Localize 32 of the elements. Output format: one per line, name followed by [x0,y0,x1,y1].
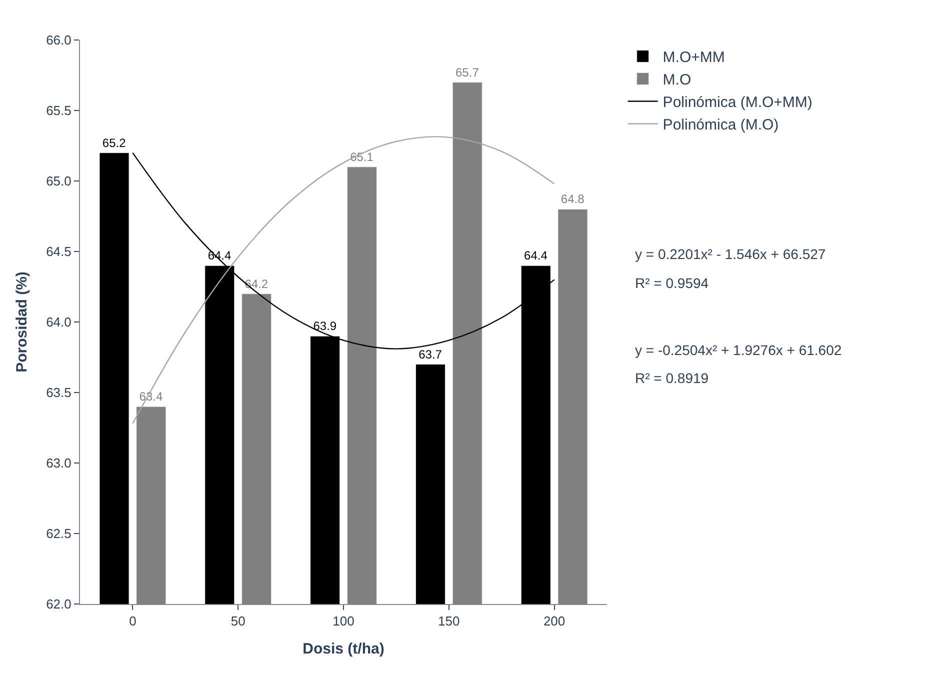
data-label: 65.2 [102,136,126,150]
line-series [132,136,555,424]
x-tick-label: 200 [543,614,566,629]
text: R² = 0.9594 [635,275,709,291]
x-tick-label: 100 [332,614,354,629]
y-tick-label: 65.0 [46,174,72,189]
data-label: 64.2 [244,276,268,291]
y-tick-label: 64.0 [46,314,72,330]
text: R² = 0.8919 [635,370,709,386]
data-label: 65.7 [456,65,480,80]
y-tick-label: 62.5 [46,526,72,542]
legend-label: M.O+MM [662,49,725,66]
y-axis-title: Porosidad (%) [13,272,30,372]
y-tick-label: 62.0 [46,596,72,612]
x-tick-label: 150 [438,614,460,629]
y-tick-label: 64.5 [46,244,72,260]
y-tick-label: 65.5 [46,103,72,118]
text: y = 0.2201x² - 1.546x + 66.527 [635,246,826,262]
y-tick-label: 63.5 [46,385,72,400]
text: y = -0.2504x² + 1.9276x + 61.602 [635,342,842,358]
legend-label: Polinómica (M.O) [662,116,779,134]
data-label: 63.9 [313,319,337,334]
x-tick-label: 0 [129,614,136,629]
y-tick-label: 63.0 [46,456,72,471]
data-label: 63.7 [418,347,442,362]
x-axis-title: Dosis (t/ha) [302,640,384,658]
y-tick-label: 66.0 [46,32,72,48]
legend-label: Polinómica (M.O+MM) [662,94,812,112]
data-label: 64.8 [560,192,585,206]
legend-label: M.O [662,72,692,89]
x-tick-label: 50 [230,614,246,629]
data-label: 64.4 [524,248,548,263]
